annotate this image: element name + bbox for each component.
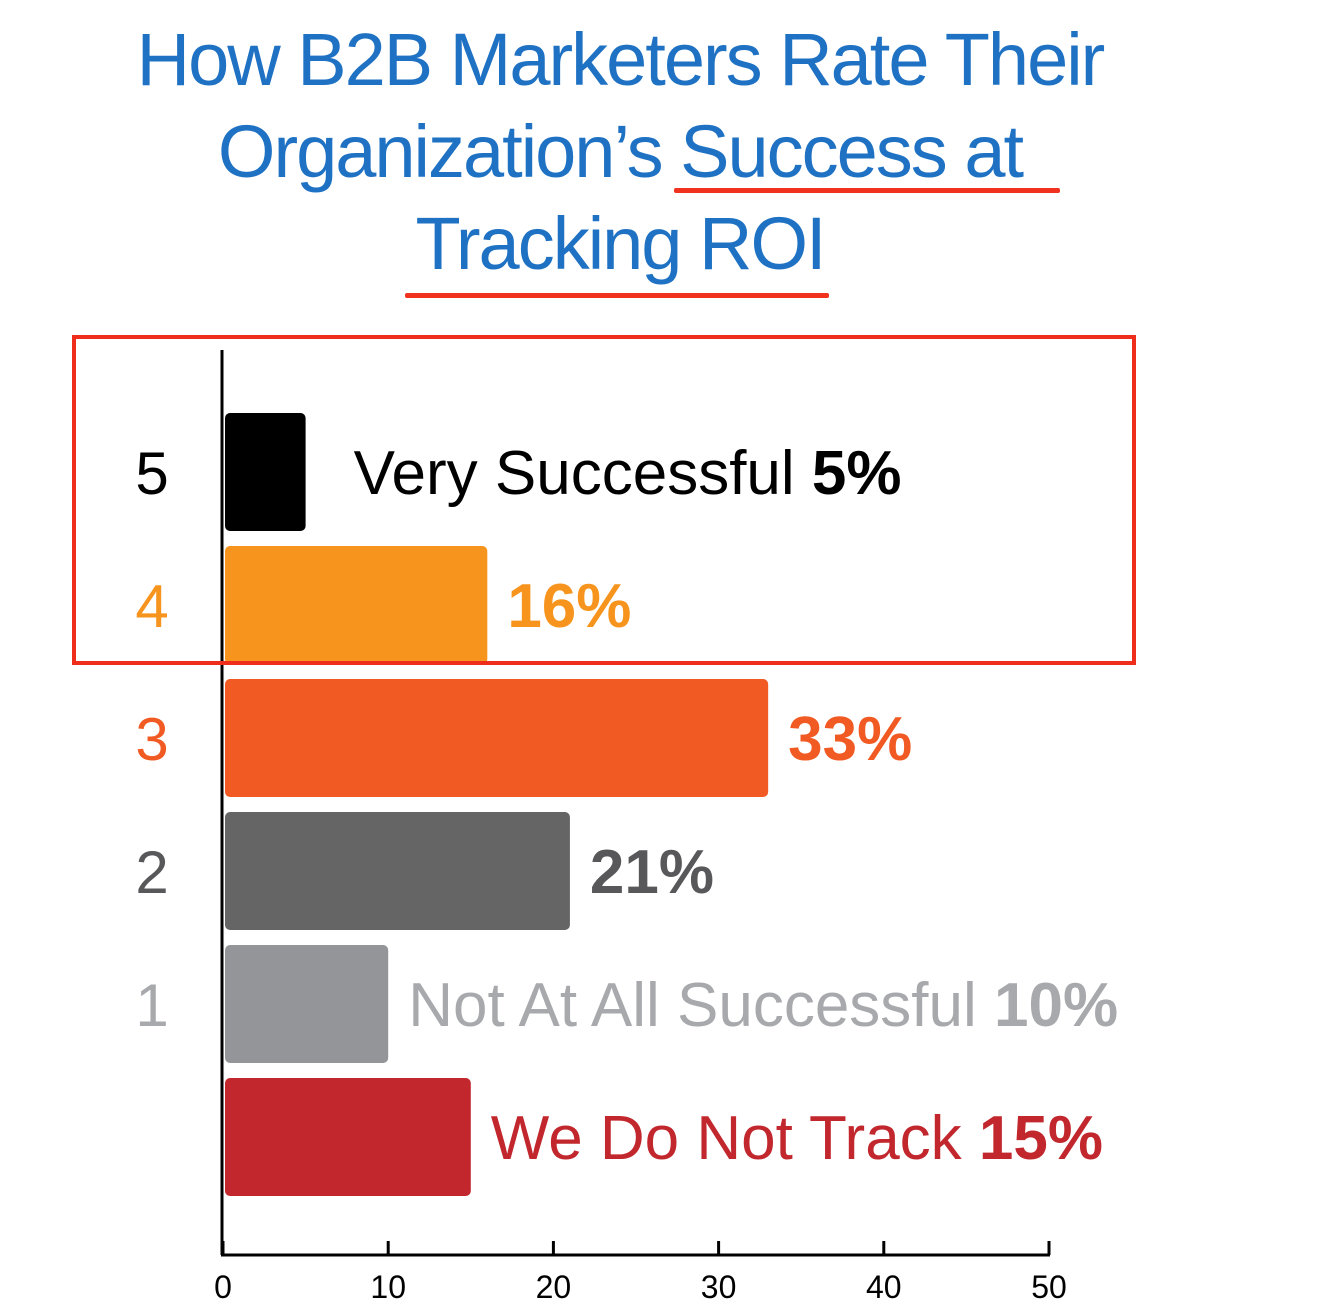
bar-value-text: 5%: [812, 439, 902, 508]
x-tick-label-20: 20: [536, 1269, 572, 1305]
bar-value-text: 21%: [590, 838, 714, 907]
bar-value-text: 10%: [994, 971, 1118, 1040]
bar-4: [225, 546, 488, 664]
bar-value-text: 33%: [788, 705, 912, 774]
x-tick-label-50: 50: [1031, 1269, 1067, 1305]
bar-label-5: Very Successful 5%: [354, 439, 902, 508]
bar-label-3: 33%: [788, 705, 912, 774]
title-underline-tracking-roi: [405, 293, 829, 298]
x-tick-label-0: 0: [214, 1269, 232, 1305]
title-line-2: Organization’s Success at: [0, 106, 1240, 198]
rating-label-3: 3: [135, 706, 168, 773]
bar-value-text: 16%: [507, 572, 631, 641]
bar-2: [225, 812, 570, 930]
bar-not-tracked: [225, 1078, 471, 1196]
rating-label-5: 5: [135, 440, 168, 507]
bar-category-text: Not At All Successful: [408, 971, 994, 1040]
bar-1: [225, 945, 389, 1063]
bar-label-2: 21%: [590, 838, 714, 907]
x-tick-label-30: 30: [701, 1269, 737, 1305]
title-line-3: Tracking ROI: [415, 202, 826, 285]
rating-label-1: 1: [135, 972, 168, 1039]
bar-label-4: 16%: [507, 572, 631, 641]
bar-3: [225, 679, 769, 797]
bar-5: [225, 413, 306, 531]
title-highlight-success-at: Success at: [680, 110, 1024, 193]
bar-category-text: We Do Not Track: [491, 1104, 979, 1173]
rating-label-4: 4: [135, 573, 168, 640]
highlight-box-top-ratings: [72, 335, 1136, 665]
title-line-2-prefix: Organization’s: [217, 110, 681, 193]
x-tick-label-40: 40: [866, 1269, 902, 1305]
bar-value-text: 15%: [979, 1104, 1103, 1173]
title-line-1: How B2B Marketers Rate Their: [136, 18, 1106, 101]
bar-category-text: Very Successful: [354, 439, 812, 508]
x-tick-label-10: 10: [370, 1269, 406, 1305]
bar-label-1: Not At All Successful 10%: [408, 971, 1118, 1040]
rating-label-2: 2: [135, 839, 168, 906]
title-underline-success-at: [674, 188, 1060, 193]
chart-title: How B2B Marketers Rate Their Organizatio…: [0, 14, 1240, 290]
bar-label-not-tracked: We Do Not Track 15%: [491, 1104, 1103, 1173]
